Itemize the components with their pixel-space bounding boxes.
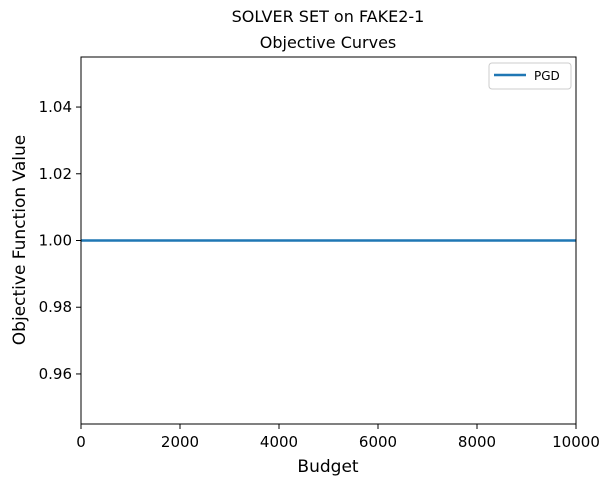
legend-box	[488, 62, 572, 90]
y-axis-ticks: 0.96 0.98 1.00 1.02 1.04	[39, 98, 81, 383]
legend: PGD	[488, 62, 572, 90]
legend-label-pgd: PGD	[534, 69, 560, 83]
x-axis-ticks: 0 2000 4000 6000 8000 10000	[76, 424, 600, 451]
x-tick-label: 2000	[161, 433, 199, 451]
chart-title-line-1: SOLVER SET on FAKE2-1	[232, 7, 425, 26]
x-tick-label: 4000	[260, 433, 298, 451]
y-tick-label: 0.96	[39, 365, 72, 383]
chart-title-line-2: Objective Curves	[260, 33, 397, 52]
x-axis-label: Budget	[297, 457, 358, 477]
y-tick-label: 1.00	[39, 232, 72, 250]
x-tick-label: 6000	[359, 433, 397, 451]
y-axis-label: Objective Function Value	[10, 135, 30, 345]
y-tick-label: 1.04	[39, 98, 72, 116]
y-tick-label: 0.98	[39, 298, 72, 316]
x-tick-label: 10000	[552, 433, 600, 451]
x-tick-label: 0	[76, 433, 86, 451]
y-tick-label: 1.02	[39, 165, 72, 183]
x-tick-label: 8000	[458, 433, 496, 451]
